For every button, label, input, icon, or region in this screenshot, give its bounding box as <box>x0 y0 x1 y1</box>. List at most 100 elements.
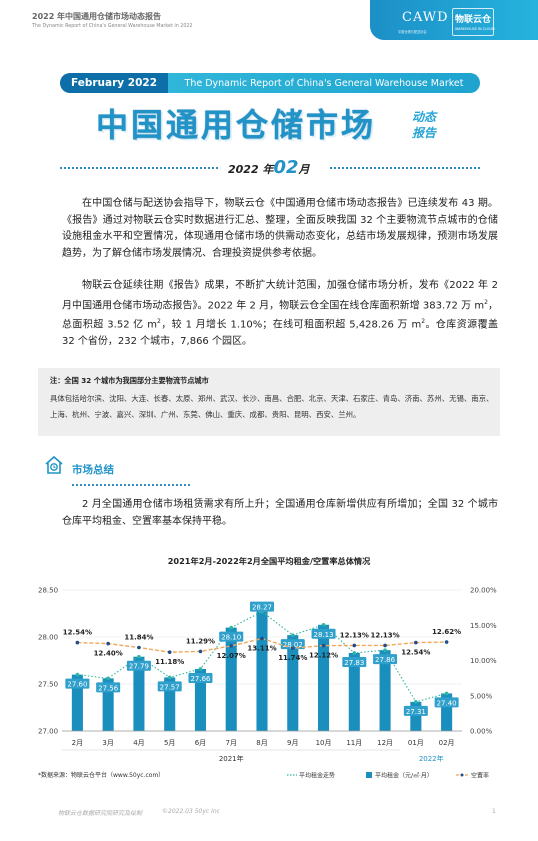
vacancy-value-label: 12.12% <box>309 652 338 660</box>
bar-label-bg <box>96 682 121 693</box>
x-tick-label: 12月 <box>377 739 393 747</box>
page-number: 1 <box>492 808 496 815</box>
report-date-month: 02 <box>273 157 299 178</box>
brand-logo-frame <box>452 8 494 36</box>
right-tick-label: 5.00% <box>470 692 493 700</box>
left-tick-label: 27.50 <box>38 681 58 689</box>
right-tick-label: 20.00% <box>470 587 497 595</box>
report-side-title-1: 动态 <box>412 110 437 124</box>
bar-label-bg <box>219 631 244 642</box>
report-date-suffix: 月 <box>298 163 310 176</box>
bar-label-bg <box>126 660 151 671</box>
chart-bar <box>71 674 83 731</box>
chart-bar <box>225 627 237 731</box>
stats-text-3: ，较 1 月增长 1.10%；在线可租面积超 5,428.26 万 m <box>160 319 422 331</box>
vacancy-value-label: 12.07% <box>217 652 246 660</box>
bar-value-label: 27.57 <box>160 683 180 691</box>
bar-label-bg <box>188 672 213 683</box>
vacancy-value-label: 12.13% <box>370 631 399 639</box>
legend-bar-swatch <box>366 772 372 778</box>
rent-trend-point <box>321 622 326 627</box>
legend-vacancy-label: 空置率 <box>471 772 489 780</box>
cawd-logo: CAWD <box>402 10 449 25</box>
rent-trend-point <box>290 633 295 637</box>
year-label-2022: 2022年 <box>419 754 444 763</box>
bar-value-label: 27.66 <box>190 675 211 683</box>
legend-bar-label: 平均租金（元/㎡·月） <box>375 772 433 780</box>
rent-trend-point <box>383 648 387 652</box>
vacancy-point <box>414 640 418 645</box>
rent-trend-point <box>106 676 110 681</box>
chart-bar <box>348 652 360 731</box>
bar-value-label: 27.40 <box>437 699 457 707</box>
bar-value-label: 27.86 <box>375 656 396 664</box>
bar-label-bg <box>342 656 367 667</box>
vacancy-value-label: 12.54% <box>63 629 92 637</box>
sup-2: 2 <box>156 318 161 326</box>
rent-trend-point <box>75 672 80 677</box>
chart-bar <box>102 678 114 731</box>
bar-value-label: 28.27 <box>252 604 272 612</box>
vacancy-point <box>352 643 357 648</box>
bar-value-label: 27.60 <box>67 681 87 689</box>
vacancy-value-label: 13.11% <box>247 645 276 653</box>
chart-bar <box>256 611 268 731</box>
x-tick-label: 01月 <box>408 739 424 747</box>
intro-paragraph: 在中国仓储与配送协会指导下，物联云仓《中国通用仓储市场动态报告》已连续发布 43… <box>62 198 498 259</box>
vacancy-value-label: 12.13% <box>340 631 369 639</box>
x-tick-label: 4月 <box>133 739 144 747</box>
right-tick-label: 0.00% <box>470 728 493 736</box>
vacancy-point <box>137 645 141 650</box>
vacancy-point <box>75 640 80 645</box>
x-tick-label: 11月 <box>346 739 362 747</box>
bar-value-label: 28.13 <box>314 631 334 639</box>
bar-label-bg <box>311 628 336 639</box>
rent-trend-point <box>229 625 234 630</box>
bar-value-label: 27.83 <box>344 659 364 667</box>
report-side-title-2: 报告 <box>412 126 437 140</box>
left-tick-label: 27.00 <box>38 728 58 736</box>
stats-text-4: 。仓库资源覆盖 32 个省份，232 个城市，7,866 个园区。 <box>62 319 499 348</box>
chart-bar <box>194 668 206 731</box>
x-tick-label: 2月 <box>72 739 83 747</box>
bar-value-label: 28.02 <box>283 641 303 649</box>
vacancy-point <box>444 640 449 644</box>
vacancy-point <box>167 650 172 654</box>
right-tick-label: 15.00% <box>470 622 497 630</box>
x-tick-label: 6月 <box>195 739 206 747</box>
market-summary-icon <box>45 455 63 474</box>
left-tick-label: 28.00 <box>38 634 58 642</box>
report-tagline: The Dynamic Report of China's General Wa… <box>168 73 480 93</box>
brand-logo-subtitle: WAREHOUSE IN CLOUD <box>455 27 495 31</box>
chart-bar <box>410 701 422 731</box>
section-underline <box>72 484 190 486</box>
vacancy-value-label: 12.62% <box>432 628 461 636</box>
dotted-divider-left <box>60 167 218 169</box>
rent-trend-point <box>414 700 418 704</box>
report-date-year: 2022 年 <box>228 163 274 176</box>
right-tick-label: 10.00% <box>470 657 497 665</box>
vacancy-point <box>106 641 110 646</box>
legend-vacancy-marker <box>460 773 464 777</box>
bar-label-bg <box>65 678 90 689</box>
rent-trend-point <box>198 667 203 671</box>
report-date: 2022 年02月 <box>228 157 310 178</box>
sup-1: 2 <box>484 298 488 306</box>
bar-value-label: 28.10 <box>221 634 241 642</box>
bar-value-label: 27.56 <box>98 684 119 692</box>
vacancy-point <box>198 649 203 654</box>
vacancy-value-label: 12.40% <box>94 650 123 658</box>
bar-label-bg <box>403 705 428 716</box>
chart-bar <box>133 656 145 731</box>
x-tick-label: 7月 <box>225 739 236 747</box>
brand-logo: 物联云仓 <box>455 15 492 25</box>
x-tick-label: 3月 <box>102 739 113 747</box>
header-subtitle: The Dynamic Report of China's General Wa… <box>32 24 193 29</box>
header-title: 2022 年中国通用仓储市场动态报告 <box>32 12 162 21</box>
stats-text-1: 物联云仓延续往期《报告》成果，不断扩大统计范围，加强仓储市场分析，发布《2022… <box>62 280 498 311</box>
vacancy-value-label: 11.74% <box>278 654 307 662</box>
stats-paragraph: 物联云仓延续往期《报告》成果，不断扩大统计范围，加强仓储市场分析，发布《2022… <box>62 278 498 351</box>
rent-trend-point <box>444 691 449 696</box>
chart-bar <box>318 624 330 731</box>
bar-label-bg <box>157 681 182 692</box>
